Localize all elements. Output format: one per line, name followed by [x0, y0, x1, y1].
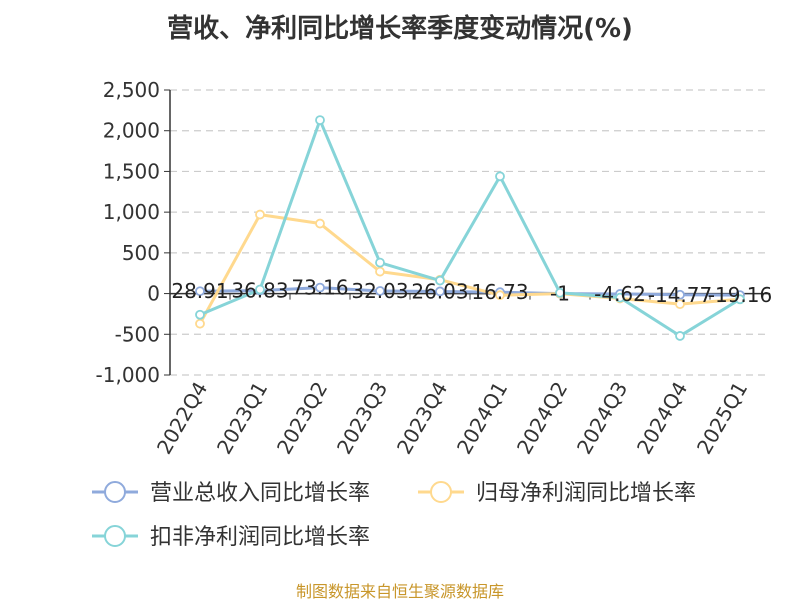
legend-item-2[interactable]: 扣非净利润同比增长率 [92, 525, 370, 550]
data-point [195, 309, 205, 320]
x-tick-label: 2023Q1 [212, 378, 272, 459]
data-label: -14.77 [648, 283, 712, 307]
x-tick-label: 2024Q2 [512, 378, 572, 459]
data-point [735, 294, 745, 305]
data-point [495, 290, 505, 301]
data-point [675, 331, 685, 341]
data-point [315, 115, 325, 126]
data-point [195, 286, 205, 297]
legend-label: 扣非净利润同比增长率 [150, 525, 370, 550]
y-tick-label: 1,500 [103, 159, 160, 183]
y-tick-label: 2,500 [103, 78, 160, 102]
data-point [375, 286, 385, 296]
y-tick-label: 500 [122, 241, 160, 265]
data-label: 16.73 [471, 280, 528, 304]
data-point [555, 287, 565, 298]
data-label: 28.91 [171, 279, 228, 303]
data-label: 26.03 [411, 279, 468, 303]
y-tick-label: -1,000 [96, 363, 160, 387]
legend-marker [104, 481, 126, 503]
x-tick-label: 2023Q4 [392, 378, 452, 459]
data-point [195, 318, 205, 329]
x-tick-label: 2024Q3 [572, 378, 632, 459]
x-tick-label: 2022Q4 [152, 378, 212, 459]
data-point [315, 282, 325, 293]
data-label: 32.03 [351, 279, 408, 303]
x-tick-label: 2024Q1 [452, 378, 512, 459]
data-label: 73.16 [291, 276, 348, 300]
x-tick-label: 2025Q1 [692, 378, 752, 459]
y-tick-label: -500 [115, 322, 160, 346]
data-point [615, 292, 625, 303]
legend-item-0[interactable]: 营业总收入同比增长率 [92, 481, 370, 506]
y-tick-label: 0 [147, 282, 160, 306]
legend-marker [430, 481, 452, 503]
data-label: -19.16 [708, 283, 772, 307]
data-point [675, 299, 685, 310]
data-point [435, 275, 445, 286]
data-point [315, 218, 325, 229]
series-layer [195, 115, 745, 341]
grid-layer [170, 89, 770, 376]
data-point [435, 286, 445, 297]
data-label: 36.83 [231, 279, 288, 303]
data-point [375, 257, 385, 268]
source-footer: 制图数据来自恒生聚源数据库 [295, 582, 504, 601]
data-label: -4.62 [594, 282, 646, 306]
legend-label: 归母净利润同比增长率 [476, 481, 696, 506]
y-tick-label: 2,000 [103, 119, 160, 143]
data-point [255, 284, 265, 295]
legend-label: 营业总收入同比增长率 [150, 481, 370, 506]
series-line-2 [199, 118, 741, 338]
legend-item-1[interactable]: 归母净利润同比增长率 [418, 481, 696, 506]
axis-layer: -1,000 -500 0 500 1,000 1,500 2,000 2,500 2022Q4… [96, 78, 771, 459]
chart-title: 营收、净利同比增长率季度变动情况(%) [167, 14, 633, 44]
x-tick-label: 2024Q4 [632, 378, 692, 459]
data-point [495, 171, 505, 182]
data-label: -1 [550, 282, 570, 306]
series-line-0 [199, 286, 741, 297]
x-tick-label: 2023Q2 [272, 378, 332, 459]
data-point [675, 289, 685, 300]
series-line-1 [198, 213, 741, 325]
data-point [255, 209, 265, 220]
data-label-layer: 28.91 36.83 73.16 32.03 26.03 16.73 -1 -4.62 -14… [171, 276, 772, 308]
legend-marker [104, 525, 126, 547]
data-point [375, 266, 385, 277]
y-tick-label: 1,000 [103, 200, 160, 224]
x-tick-label: 2023Q3 [332, 378, 392, 459]
